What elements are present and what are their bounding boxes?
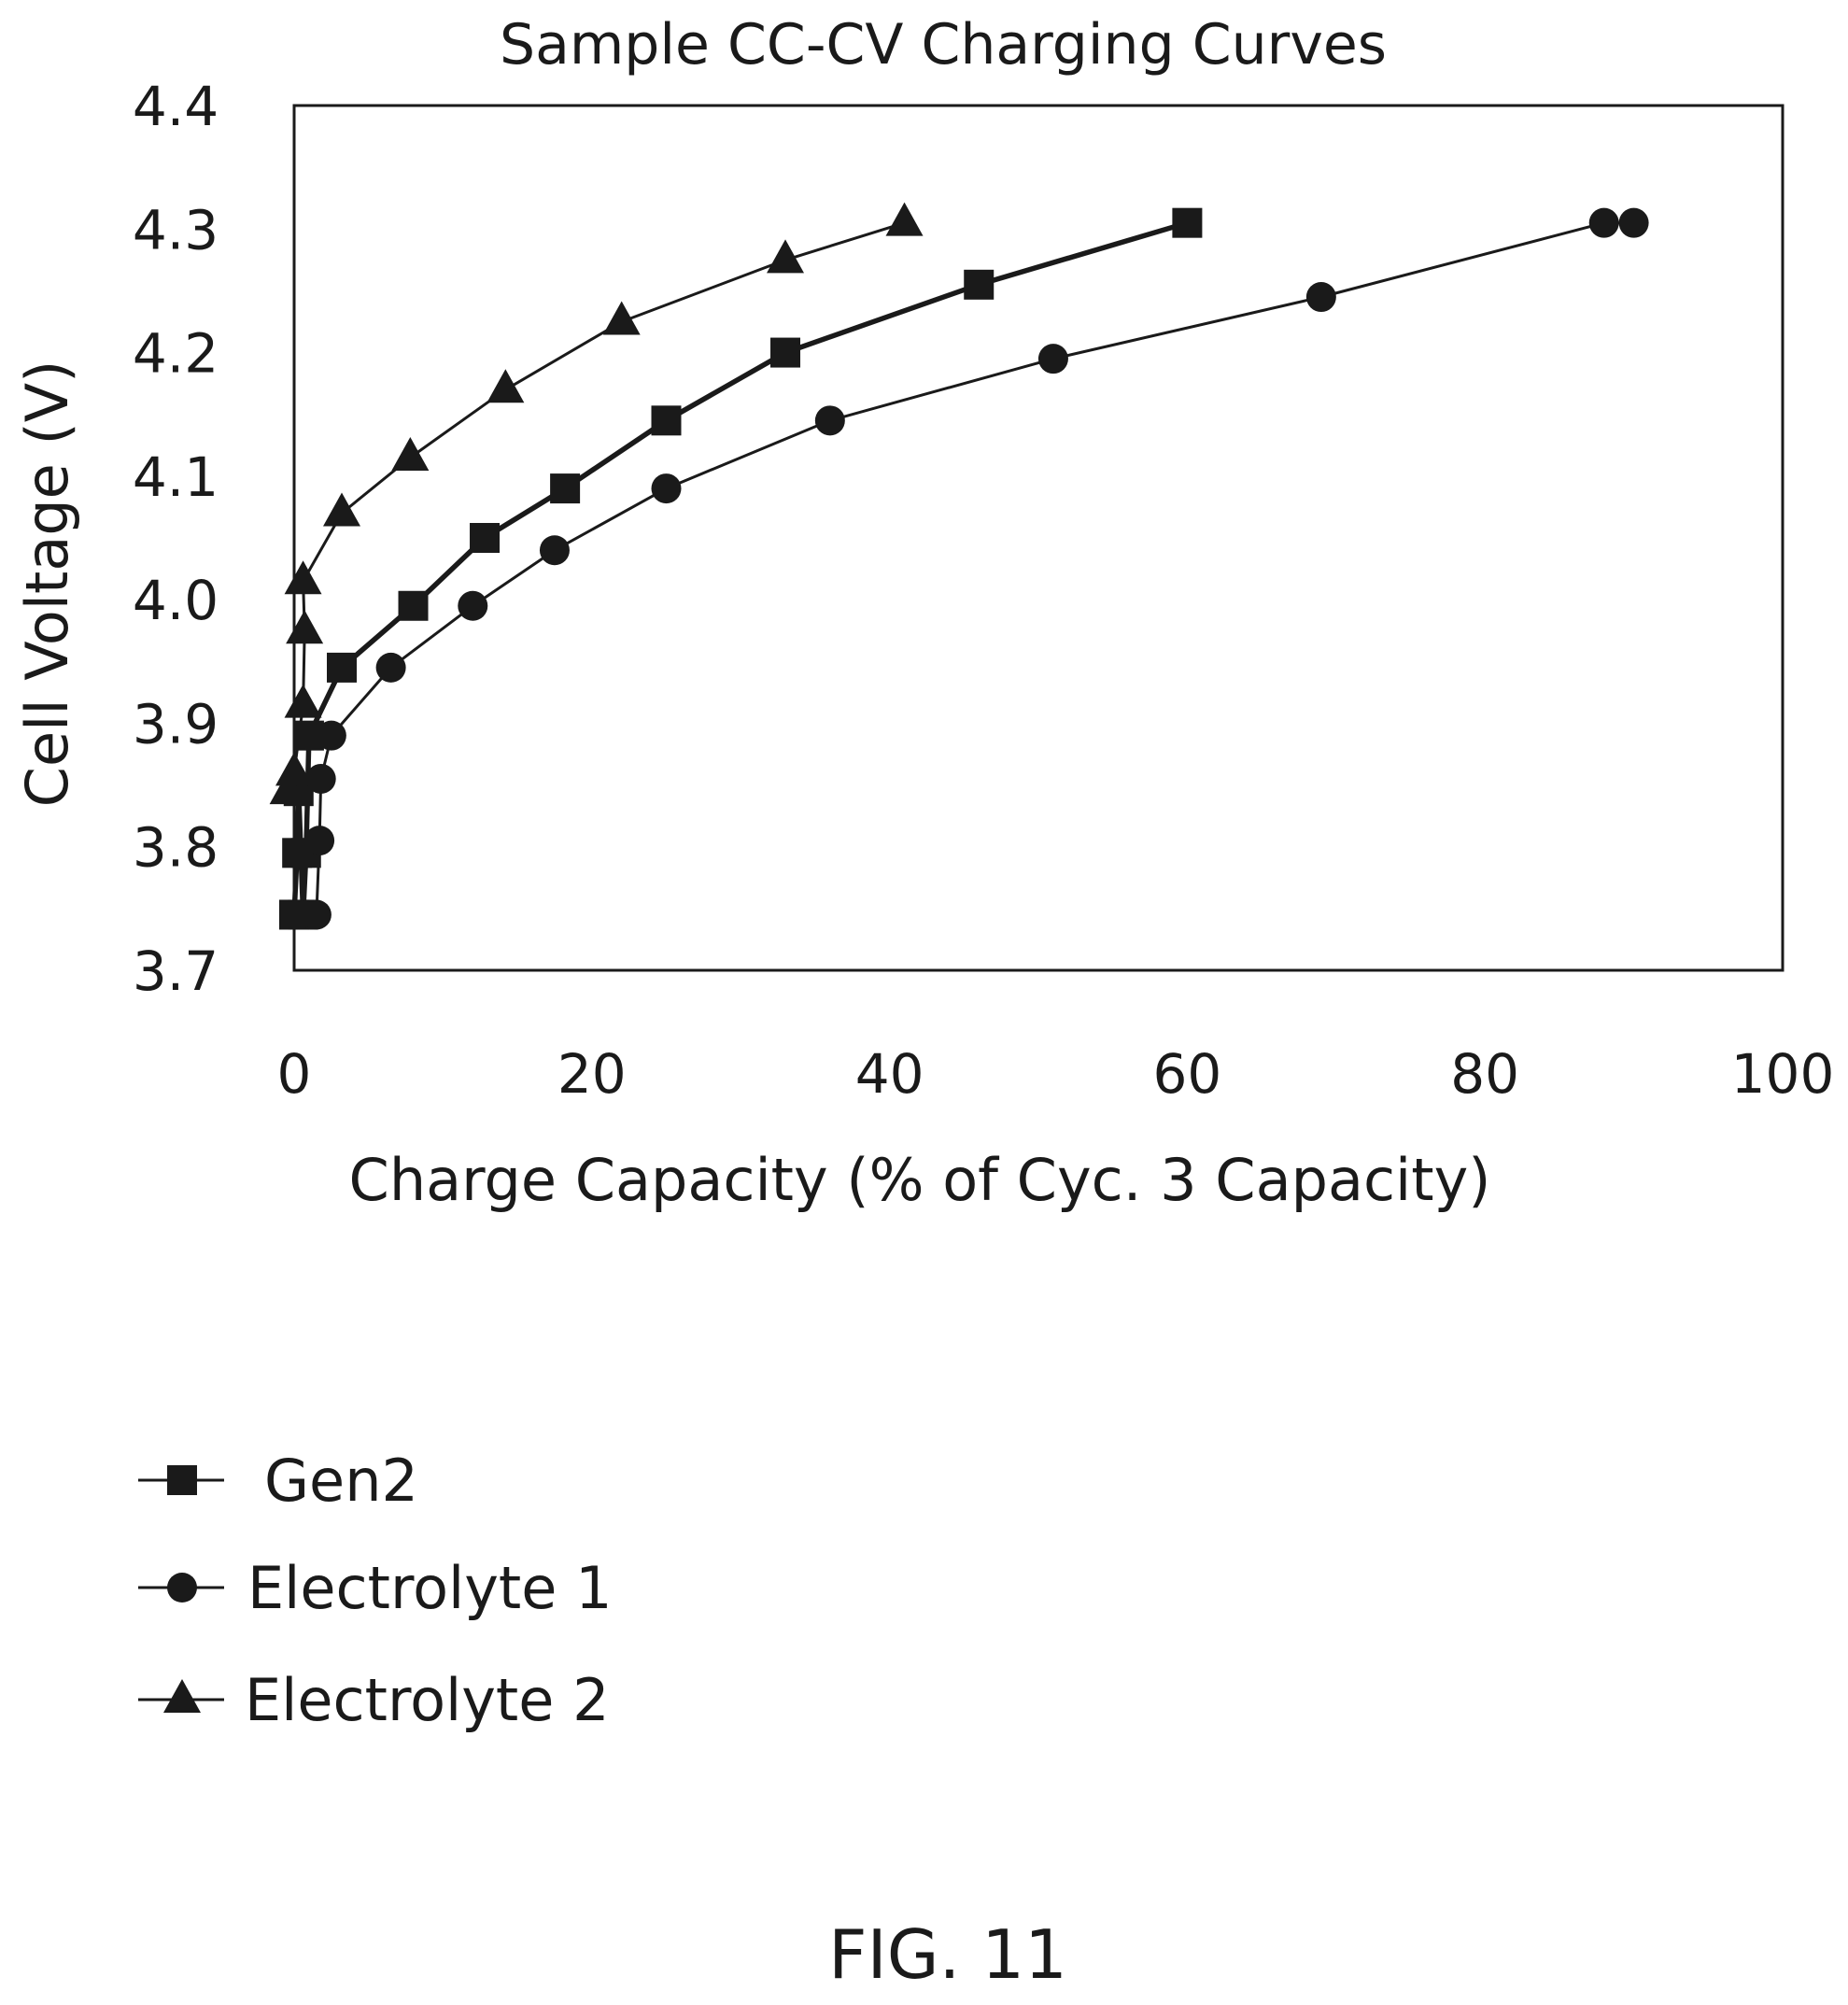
series-line <box>287 221 905 792</box>
x-tick-label: 40 <box>855 1042 924 1106</box>
data-point <box>1618 207 1649 238</box>
data-point <box>602 301 641 335</box>
x-tick-label: 0 <box>277 1042 312 1106</box>
y-tick-label: 4.1 <box>133 445 219 509</box>
y-tick-label: 3.9 <box>133 692 219 755</box>
data-point <box>1305 282 1336 313</box>
data-point <box>539 535 570 566</box>
legend-label: Electrolyte 2 <box>245 1666 610 1734</box>
x-tick-label: 100 <box>1731 1042 1835 1106</box>
figure-label: FIG. 11 <box>828 1915 1067 1994</box>
data-point <box>327 652 358 683</box>
series-line <box>298 221 1634 916</box>
series-electrolyte-1 <box>283 207 1649 930</box>
data-point <box>286 610 324 644</box>
data-point <box>391 437 430 472</box>
data-point <box>1037 344 1068 374</box>
data-point <box>375 652 406 683</box>
data-point <box>1588 207 1619 238</box>
chart-title: Sample CC-CV Charging Curves <box>500 12 1387 78</box>
legend-label: Electrolyte 1 <box>247 1554 613 1622</box>
y-axis-label: Cell Voltage (V) <box>13 360 81 808</box>
y-tick-label: 4.0 <box>133 569 219 632</box>
data-point <box>814 405 845 436</box>
legend: Gen2 Electrolyte 1 Electrolyte 2 <box>138 1447 613 1734</box>
legend-item: Gen2 <box>138 1447 418 1515</box>
legend-marker <box>163 1679 201 1713</box>
x-tick-label: 80 <box>1450 1042 1519 1106</box>
y-tick-label: 3.8 <box>133 816 219 880</box>
x-axis-label: Charge Capacity (% of Cyc. 3 Capacity) <box>349 1146 1491 1214</box>
data-point <box>1172 207 1203 238</box>
data-point <box>550 473 581 504</box>
data-point <box>487 369 525 403</box>
legend-item: Electrolyte 1 <box>138 1554 613 1622</box>
data-point <box>964 269 995 300</box>
x-axis-ticks: 0 20 40 60 80 100 <box>277 1042 1835 1106</box>
data-point <box>305 763 336 794</box>
data-point <box>651 405 682 436</box>
data-point <box>651 473 682 504</box>
y-tick-label: 4.3 <box>133 198 219 261</box>
data-point <box>284 560 322 595</box>
data-point <box>323 492 361 527</box>
data-point <box>398 590 429 621</box>
plot-area <box>292 104 1785 972</box>
data-point <box>269 770 307 805</box>
data-point <box>885 202 924 236</box>
y-tick-label: 4.2 <box>133 322 219 386</box>
series-gen2 <box>279 207 1203 930</box>
series-layer <box>269 202 1649 930</box>
y-tick-label: 3.7 <box>133 939 219 1003</box>
data-point <box>284 684 322 718</box>
y-axis-ticks: 3.7 3.8 3.9 4.0 4.1 4.2 4.3 4.4 <box>133 75 219 1003</box>
x-tick-label: 60 <box>1152 1042 1221 1106</box>
series-line <box>291 220 1189 918</box>
legend-label: Gen2 <box>264 1447 418 1515</box>
legend-marker <box>167 1465 197 1495</box>
data-point <box>316 720 346 751</box>
legend-marker <box>167 1573 197 1603</box>
data-point <box>275 752 313 786</box>
series-electrolyte-2 <box>269 202 924 805</box>
data-point <box>770 337 801 368</box>
data-point <box>767 239 805 274</box>
legend-item: Electrolyte 2 <box>138 1666 610 1734</box>
y-tick-label: 4.4 <box>133 75 219 138</box>
data-point <box>304 826 335 856</box>
data-point <box>470 523 501 553</box>
x-tick-label: 20 <box>557 1042 627 1106</box>
data-point <box>301 899 332 930</box>
data-point <box>458 590 488 621</box>
